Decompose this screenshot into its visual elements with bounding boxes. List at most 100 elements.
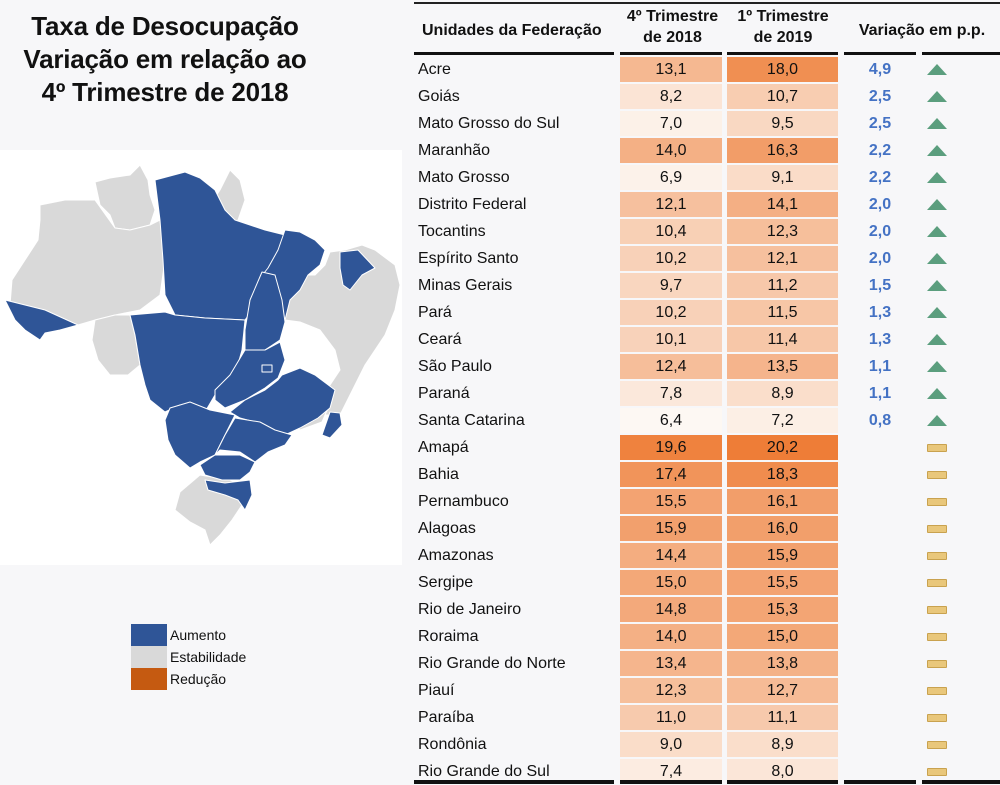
cell-status <box>922 272 952 299</box>
cell-uf: Minas Gerais <box>418 277 513 294</box>
stable-dash-icon <box>927 632 947 641</box>
cell-q4-2018: 6,9 <box>620 165 722 190</box>
cell-uf: Bahia <box>418 466 459 483</box>
cell-status <box>922 83 952 110</box>
cell-q1-2019: 8,0 <box>727 759 838 784</box>
bottom-rule <box>922 780 1000 784</box>
cell-uf: Roraima <box>418 628 479 645</box>
cell-status <box>922 218 952 245</box>
brazil-map-svg <box>4 164 401 546</box>
cell-status <box>922 704 952 731</box>
cell-q4-2018: 17,4 <box>620 462 722 487</box>
cell-status <box>922 488 952 515</box>
cell-variation: 1,3 <box>868 331 892 348</box>
up-triangle-icon <box>927 253 947 264</box>
cell-q4-2018: 12,1 <box>620 192 722 217</box>
map-state-goias <box>214 341 286 409</box>
cell-status <box>922 596 952 623</box>
map-state-roraima <box>94 164 156 231</box>
cell-variation <box>844 650 916 677</box>
stable-dash-icon <box>927 497 947 506</box>
table-row: São Paulo 12,4 13,5 1,1 <box>414 353 1000 380</box>
stable-dash-icon <box>927 551 947 560</box>
stable-dash-icon <box>927 470 947 479</box>
cell-status <box>922 569 952 596</box>
cell-q1-2019: 15,5 <box>727 570 838 595</box>
cell-q4-2018: 8,2 <box>620 84 722 109</box>
table-row: Minas Gerais 9,7 11,2 1,5 <box>414 272 1000 299</box>
stable-dash-icon <box>927 686 947 695</box>
legend-swatch-stable <box>131 646 167 668</box>
table-row: Amazonas 14,4 15,9 <box>414 542 1000 569</box>
cell-status <box>922 623 952 650</box>
cell-q1-2019: 16,1 <box>727 489 838 514</box>
cell-uf: Rondônia <box>418 736 487 753</box>
up-triangle-icon <box>927 145 947 156</box>
cell-status <box>922 137 952 164</box>
stable-dash-icon <box>927 740 947 749</box>
cell-q4-2018: 10,2 <box>620 300 722 325</box>
brazil-map <box>0 150 402 565</box>
table-body: Acre 13,1 18,0 4,9 Goiás 8,2 10,7 2,5 Mato Gross… <box>414 56 1000 785</box>
table-row: Santa Catarina 6,4 7,2 0,8 <box>414 407 1000 434</box>
cell-uf: Distrito Federal <box>418 196 527 213</box>
up-triangle-icon <box>927 118 947 129</box>
cell-q4-2018: 7,4 <box>620 759 722 784</box>
cell-status <box>922 245 952 272</box>
cell-uf: Goiás <box>418 88 460 105</box>
map-state-acre <box>4 299 79 341</box>
cell-status <box>922 650 952 677</box>
cell-q4-2018: 14,0 <box>620 624 722 649</box>
legend-item-stable: Estabilidade <box>131 646 246 668</box>
header-rule <box>414 52 614 55</box>
header-rule <box>727 52 838 55</box>
cell-q1-2019: 15,3 <box>727 597 838 622</box>
up-triangle-icon <box>927 172 947 183</box>
table-top-rule <box>414 2 1000 4</box>
cell-status <box>922 299 952 326</box>
cell-variation: 1,5 <box>868 277 892 294</box>
cell-status <box>922 407 952 434</box>
cell-uf: Piauí <box>418 682 455 699</box>
stable-dash-icon <box>927 713 947 722</box>
cell-q1-2019: 13,5 <box>727 354 838 379</box>
header-q4-2018-line2: de 2018 <box>643 29 702 46</box>
cell-uf: Acre <box>418 61 451 78</box>
cell-q4-2018: 12,4 <box>620 354 722 379</box>
legend-swatch-reduction <box>131 668 167 690</box>
cell-uf: Rio de Janeiro <box>418 601 522 618</box>
cell-variation <box>844 515 916 542</box>
cell-q4-2018: 10,2 <box>620 246 722 271</box>
cell-variation <box>844 434 916 461</box>
cell-q1-2019: 8,9 <box>727 381 838 406</box>
cell-uf: Rio Grande do Norte <box>418 655 566 672</box>
cell-uf: Paraíba <box>418 709 475 726</box>
cell-variation <box>844 704 916 731</box>
cell-q1-2019: 8,9 <box>727 732 838 757</box>
cell-variation <box>844 461 916 488</box>
cell-variation <box>844 623 916 650</box>
legend-label: Aumento <box>170 627 227 643</box>
up-triangle-icon <box>927 307 947 318</box>
cell-q4-2018: 13,4 <box>620 651 722 676</box>
table-row: Acre 13,1 18,0 4,9 <box>414 56 1000 83</box>
table-row: Paraíba 11,0 11,1 <box>414 704 1000 731</box>
bottom-rule <box>844 780 916 784</box>
map-state-distrito-federal <box>261 364 273 373</box>
cell-variation: 2,2 <box>868 142 892 159</box>
cell-status <box>922 677 952 704</box>
cell-variation <box>844 542 916 569</box>
up-triangle-icon <box>927 226 947 237</box>
cell-q4-2018: 7,8 <box>620 381 722 406</box>
cell-q1-2019: 12,1 <box>727 246 838 271</box>
cell-q4-2018: 9,7 <box>620 273 722 298</box>
cell-status <box>922 353 952 380</box>
cell-uf: Santa Catarina <box>418 412 525 429</box>
up-triangle-icon <box>927 280 947 291</box>
stable-dash-icon <box>927 659 947 668</box>
legend-label: Redução <box>170 671 227 687</box>
cell-q4-2018: 15,9 <box>620 516 722 541</box>
stable-dash-icon <box>927 524 947 533</box>
table-row: Bahia 17,4 18,3 <box>414 461 1000 488</box>
cell-q1-2019: 11,2 <box>727 273 838 298</box>
